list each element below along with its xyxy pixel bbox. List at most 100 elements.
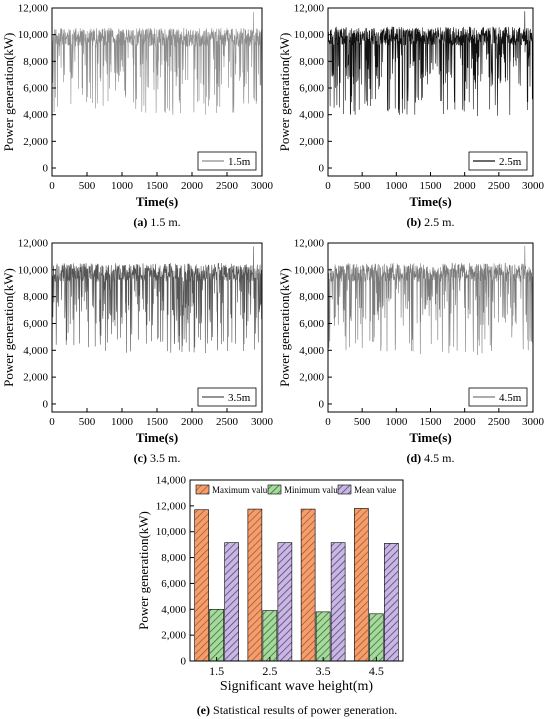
bar-minimum-value — [369, 613, 384, 662]
x-tick-label: 3000 — [522, 180, 545, 192]
y-tick-label: 6,000 — [23, 318, 48, 330]
x-tick-label: 2000 — [181, 180, 204, 192]
legend-label: 2.5m — [499, 156, 522, 168]
x-axis-label: Time(s) — [136, 430, 178, 445]
y-tick-label: 0 — [43, 398, 49, 410]
y-tick-label: 8,000 — [299, 291, 324, 303]
x-tick-label: 2000 — [454, 416, 477, 428]
y-tick-label: 14,000 — [156, 475, 187, 487]
bar-maximum-value — [194, 509, 209, 662]
x-tick-label: 2000 — [181, 416, 204, 428]
x-tick-label: 1000 — [111, 180, 134, 192]
plot-frame — [327, 242, 534, 413]
series-line — [327, 245, 534, 356]
panel-caption: (b) 2.5 m. — [406, 215, 454, 229]
panel-caption: (a) 1.5 m. — [133, 215, 180, 229]
bar-minimum-value — [262, 610, 278, 662]
panel-caption: (c) 3.5 m. — [134, 451, 181, 465]
bar-maximum-value — [247, 508, 263, 662]
y-tick-label: 0 — [43, 163, 49, 175]
y-axis-label: Power generation(kW) — [1, 268, 16, 387]
caption-text: 2.5 m. — [421, 215, 454, 229]
y-tick-label: 6,000 — [299, 318, 324, 330]
x-tick-label: 500 — [354, 180, 371, 192]
x-tick-label: 1500 — [146, 416, 169, 428]
legend-swatch — [337, 484, 352, 495]
caption-text: 4.5 m. — [421, 451, 454, 465]
y-tick-label: 6,000 — [23, 83, 48, 95]
y-axis-label: Power generation(kW) — [136, 511, 151, 630]
x-tick-label: 2.5 — [262, 664, 277, 678]
y-tick-label: 8,000 — [299, 56, 324, 68]
caption-letter: (d) — [406, 451, 421, 465]
x-axis-label: Significant wave height(m) — [220, 679, 374, 694]
bar-maximum-value — [300, 508, 316, 662]
y-tick-label: 0 — [319, 398, 325, 410]
x-tick-label: 0 — [49, 180, 55, 192]
y-tick-label: 12,000 — [294, 238, 325, 250]
chart-panel-e: 0 2,000 4,000 6,000 8,000 10,000 12,000 14,000 1… — [136, 475, 404, 717]
y-tick-label: 10,000 — [18, 264, 49, 276]
x-axis-label: Time(s) — [136, 194, 178, 209]
x-tick-label: 1000 — [385, 180, 408, 192]
legend-label: Mean value — [354, 485, 396, 495]
x-axis-label: Time(s) — [409, 430, 451, 445]
y-tick-label: 2,000 — [299, 372, 324, 384]
y-tick-label: 10,000 — [294, 29, 325, 41]
panel-caption: (d) 4.5 m. — [406, 451, 454, 465]
y-tick-label: 6,000 — [299, 83, 324, 95]
bar-mean-value — [224, 542, 239, 662]
caption-letter: (a) — [133, 215, 147, 229]
y-tick-label: 12,000 — [18, 238, 49, 250]
y-tick-label: 2,000 — [23, 136, 48, 148]
y-tick-label: 10,000 — [156, 526, 187, 538]
y-tick-label: 2,000 — [299, 136, 324, 148]
bar-maximum-value — [354, 508, 369, 662]
y-tick-label: 12,000 — [294, 3, 325, 15]
legend-label: 1.5m — [228, 156, 251, 168]
x-tick-label: 2000 — [454, 180, 477, 192]
x-tick-label: 2500 — [488, 416, 511, 428]
x-tick-label: 1.5 — [209, 664, 224, 678]
x-tick-label: 1500 — [146, 180, 169, 192]
legend-label: Minimum value — [284, 485, 342, 495]
x-tick-label: 3000 — [522, 416, 545, 428]
x-tick-label: 1500 — [420, 180, 443, 192]
legend-swatch — [195, 484, 210, 495]
x-tick-label: 500 — [79, 180, 96, 192]
y-tick-label: 12,000 — [18, 3, 49, 15]
y-tick-label: 8,000 — [23, 56, 48, 68]
bar-mean-value — [330, 542, 346, 662]
x-axis-label: Time(s) — [409, 194, 451, 209]
series-line — [327, 11, 534, 117]
bar-mean-value — [277, 542, 293, 662]
x-tick-label: 3000 — [251, 180, 274, 192]
x-tick-label: 1000 — [385, 416, 408, 428]
legend-box — [197, 387, 257, 407]
y-tick-label: 4,000 — [23, 109, 48, 121]
chart-panel-c: 0 2,000 4,000 6,000 8,000 10,000 12,000 0 500 100… — [1, 238, 274, 466]
chart-panel-a: 0 2,000 4,000 6,000 8,000 10,000 12,000 0 500 100… — [1, 3, 274, 230]
bar-minimum-value — [315, 611, 331, 662]
y-tick-label: 12,000 — [156, 500, 187, 512]
legend-box — [468, 387, 528, 407]
legend-box — [468, 151, 528, 171]
chart-panel-b: 0 2,000 4,000 6,000 8,000 10,000 12,000 0 500 100… — [277, 3, 545, 230]
panel-caption: (e) Statistical results of power generat… — [197, 703, 398, 717]
x-tick-label: 4.5 — [369, 664, 384, 678]
caption-letter: (e) — [197, 703, 210, 717]
series-line — [51, 246, 263, 354]
legend-label: 3.5m — [228, 392, 251, 404]
x-tick-label: 500 — [354, 416, 371, 428]
x-tick-label: 1500 — [420, 416, 443, 428]
x-tick-label: 0 — [49, 416, 55, 428]
x-tick-label: 2500 — [216, 180, 239, 192]
legend-box — [197, 151, 257, 171]
y-tick-label: 2,000 — [161, 630, 186, 642]
y-tick-label: 0 — [319, 163, 325, 175]
x-tick-label: 1000 — [111, 416, 134, 428]
y-axis-label: Power generation(kW) — [277, 33, 292, 152]
y-tick-label: 4,000 — [299, 345, 324, 357]
y-tick-label: 0 — [181, 656, 187, 668]
y-tick-label: 4,000 — [161, 604, 186, 616]
